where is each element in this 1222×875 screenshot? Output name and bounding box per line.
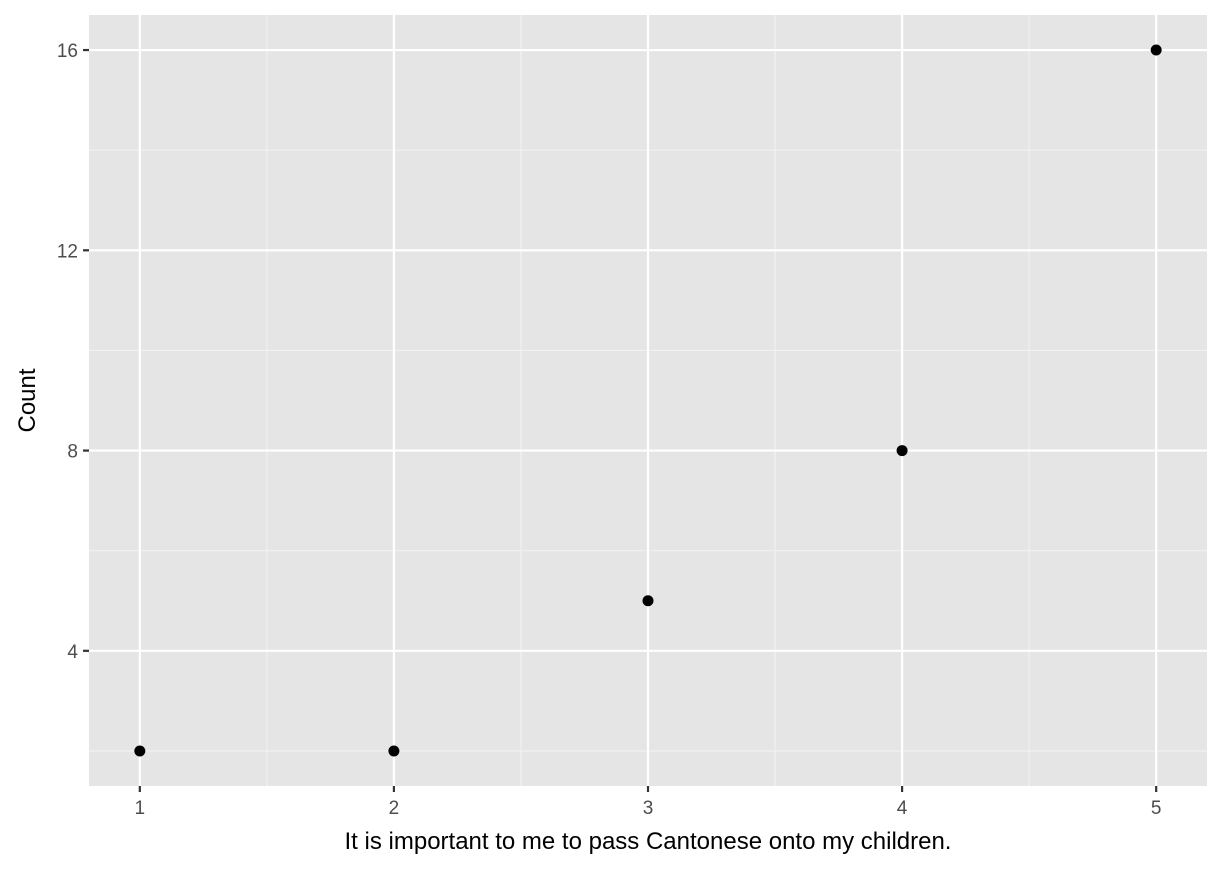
x-tick-label: 1 — [135, 798, 146, 819]
y-axis: 4 8 12 16 — [57, 41, 89, 663]
x-tick-label: 2 — [389, 798, 400, 819]
y-tick-label: 4 — [67, 642, 78, 663]
y-axis-title: Count — [14, 368, 41, 432]
x-tick-label: 5 — [1151, 798, 1162, 819]
major-gridlines — [89, 15, 1207, 786]
y-tick-label: 12 — [57, 241, 78, 262]
data-point — [388, 745, 400, 757]
data-point — [134, 745, 146, 757]
y-tick-label: 8 — [67, 442, 78, 463]
data-point — [1150, 44, 1162, 56]
x-tick-label: 4 — [897, 798, 908, 819]
data-point — [642, 595, 654, 607]
x-tick-label: 3 — [643, 798, 654, 819]
data-point — [896, 445, 908, 457]
data-points — [134, 44, 1162, 757]
x-axis-title: It is important to me to pass Cantonese … — [345, 828, 952, 855]
y-tick-label: 16 — [57, 41, 78, 62]
x-axis: 1 2 3 4 5 — [135, 786, 1162, 819]
